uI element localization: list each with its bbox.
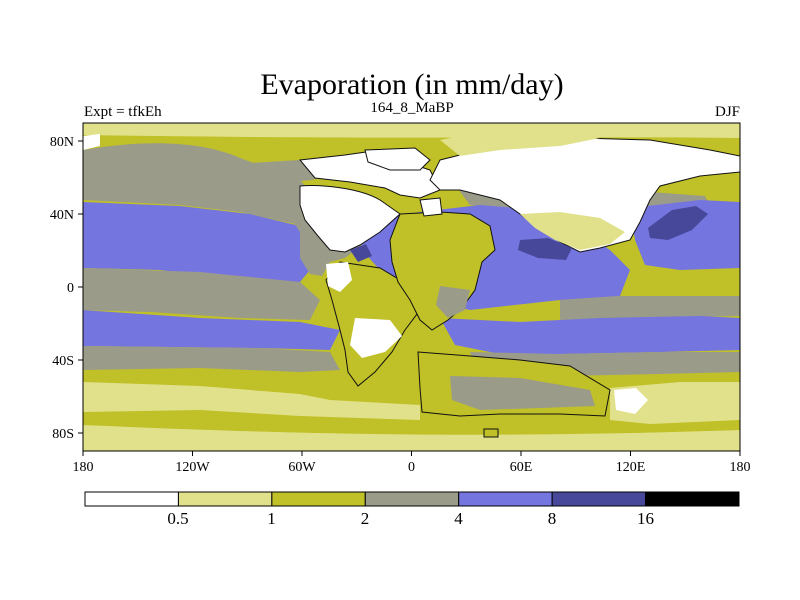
continent-eurasia-white [429, 137, 740, 253]
tropical-high-evaporation-belt [83, 202, 315, 282]
colorbar-label: 1 [267, 509, 276, 528]
antarctic-white-patch [614, 388, 648, 414]
equatorial-grey-east [560, 296, 740, 320]
axis-ticks [78, 140, 741, 456]
southern-high-evaporation-belt [83, 310, 340, 350]
colorbar-swatch [271, 491, 366, 507]
y-tick-label: 40S [52, 354, 74, 369]
small-island-box [483, 428, 499, 438]
arctic-band-pale [83, 123, 740, 138]
x-tick-label: 60W [288, 460, 316, 475]
colorbar [84, 491, 740, 507]
north-america-interior-white [299, 185, 401, 253]
southern-landmass-grey [450, 376, 595, 410]
x-tick-label: 180 [73, 460, 94, 475]
southern-belt-east [440, 316, 740, 354]
continent-north-america [240, 178, 362, 276]
colorbar-swatch [645, 491, 740, 507]
colorbar-swatch [458, 491, 553, 507]
y-tick-label: 0 [67, 281, 74, 296]
colorbar-label: 2 [361, 509, 370, 528]
equatorial-grey-band [83, 268, 320, 320]
map-title: Evaporation (in mm/day) [260, 68, 563, 101]
map-field [83, 123, 740, 451]
colorbar-swatch [364, 491, 460, 507]
y-tick-label: 80S [52, 427, 74, 442]
tropical-belt-west-pacific [630, 200, 740, 270]
colorbar-swatch [84, 491, 179, 507]
x-tick-label: 120W [175, 460, 210, 475]
africa-white-spot [419, 197, 443, 217]
colorbar-label: 4 [454, 509, 463, 528]
south-america-north-white [326, 262, 352, 292]
y-tick-label: 80N [50, 135, 74, 150]
colorbar-label: 8 [548, 509, 557, 528]
southern-grey-band [83, 346, 340, 372]
x-tick-label: 0 [408, 460, 415, 475]
colorbar-swatch [551, 491, 647, 507]
east-asia-pale [440, 130, 600, 156]
asia-pale-zone [520, 212, 625, 250]
subantarctic-pale-band [83, 382, 420, 420]
x-tick-label: 180 [730, 460, 751, 475]
x-tick-labels: 180 120W 60W 0 60E 120E 180 [73, 460, 751, 475]
colorbar-swatch [177, 491, 273, 507]
x-tick-label: 60E [510, 460, 533, 475]
north-pacific-grey-band [83, 143, 330, 225]
inland-max-spot [350, 244, 372, 262]
tethys-max-spot [518, 238, 572, 260]
time-period-label: 164_8_MaBP [370, 100, 453, 116]
subantarctic-pale-east [610, 382, 740, 424]
season-label: DJF [715, 104, 740, 120]
greenland-white [364, 147, 431, 171]
experiment-label: Expt = tfkEh [84, 104, 162, 120]
x-tick-label: 120E [616, 460, 646, 475]
colorbar-labels: 0.5 1 2 4 8 16 [167, 509, 654, 528]
africa-grey-zone [436, 286, 470, 318]
antarctic-pale-band [83, 425, 740, 451]
colorbar-label: 0.5 [167, 509, 188, 528]
arctic-white-coast [83, 134, 100, 150]
south-america-interior-white [350, 318, 402, 358]
y-tick-label: 40N [50, 208, 74, 223]
y-tick-labels: 80N 40N 0 40S 80S [50, 135, 74, 442]
colorbar-label: 16 [637, 509, 654, 528]
west-pacific-max-spot [648, 206, 708, 240]
